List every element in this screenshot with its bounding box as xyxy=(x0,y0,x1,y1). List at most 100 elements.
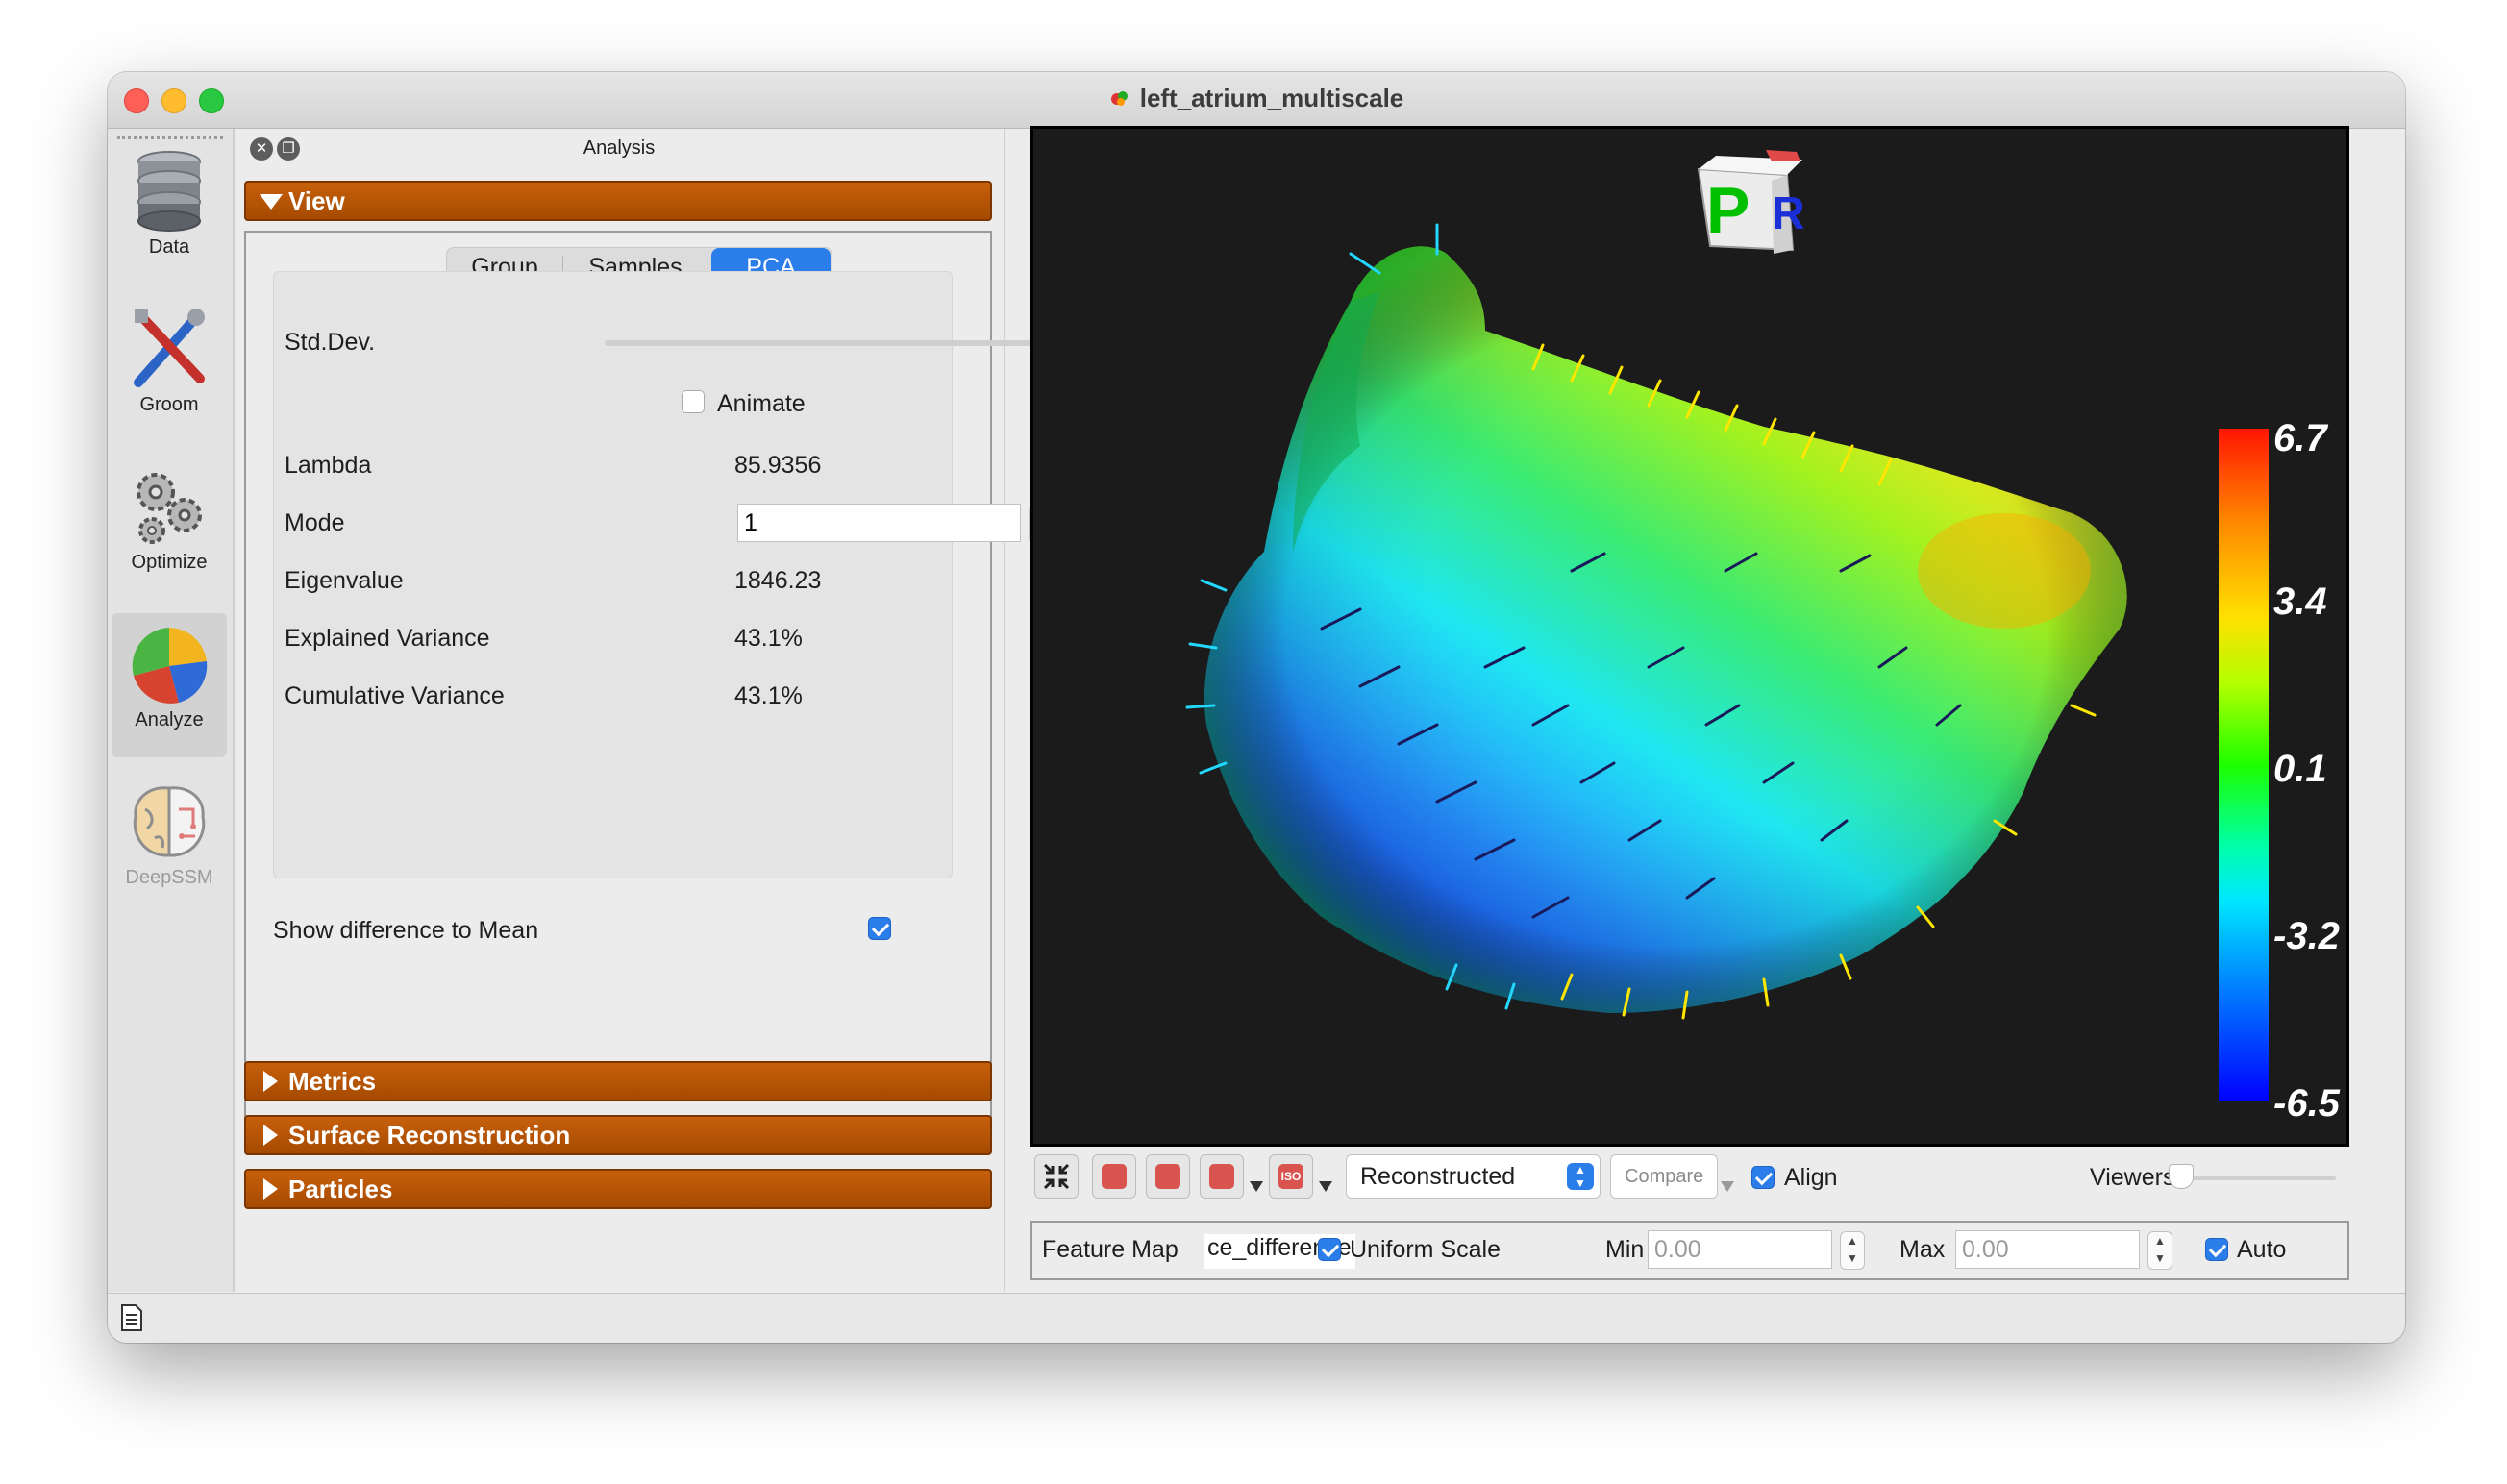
compare-dropdown-arrow[interactable] xyxy=(1721,1181,1734,1192)
feature-map-label: Feature Map xyxy=(1042,1236,1179,1263)
close-panel-icon[interactable]: ✕ xyxy=(250,137,273,161)
section-title: Metrics xyxy=(288,1067,377,1096)
left-atrium-mesh[interactable]: P R xyxy=(1033,129,2346,1144)
module-toolbar: Data Groom Optimize xyxy=(108,129,235,1292)
toolbar-item-label: Optimize xyxy=(131,552,208,573)
auto-checkbox[interactable] xyxy=(2205,1238,2228,1261)
scale-tick: 6.7 xyxy=(2273,417,2327,459)
window-title-wrap: left_atrium_multiscale xyxy=(108,84,2405,113)
close-window-button[interactable] xyxy=(124,88,149,113)
section-particles-header[interactable]: Particles xyxy=(244,1169,992,1209)
toolbar-item-analyze[interactable]: Analyze xyxy=(112,613,227,757)
display-mode-select[interactable]: Reconstructed ▲ ▼ xyxy=(1346,1154,1601,1199)
stddev-slider-track[interactable] xyxy=(605,340,1061,346)
gears-icon xyxy=(137,473,202,544)
lambda-label: Lambda xyxy=(285,452,372,479)
viewer-toolbar: ISO Reconstructed ▲ ▼ Compare Align Viewe… xyxy=(1030,1150,2349,1208)
expand-triangle-icon xyxy=(263,1071,278,1092)
orientation-cube[interactable]: P R xyxy=(1697,150,1805,254)
animate-checkbox[interactable] xyxy=(682,390,705,413)
auto-label: Auto xyxy=(2237,1236,2287,1263)
iso-surface-button[interactable]: ISO xyxy=(1269,1154,1313,1199)
toolbar-item-groom[interactable]: Groom xyxy=(112,298,227,442)
iso-dropdown-arrow[interactable] xyxy=(1319,1181,1332,1192)
align-label: Align xyxy=(1784,1164,1838,1191)
uniform-scale-checkbox[interactable] xyxy=(1318,1238,1341,1261)
select-arrows-icon: ▲ ▼ xyxy=(1567,1163,1594,1190)
mode-spinbox-input[interactable] xyxy=(737,504,1021,542)
min-stepper[interactable]: ▲ ▼ xyxy=(1840,1231,1865,1270)
section-surface-reconstruction-header[interactable]: Surface Reconstruction xyxy=(244,1115,992,1155)
section-title: Particles xyxy=(288,1175,393,1203)
show-difference-checkbox[interactable] xyxy=(868,917,891,940)
min-label: Min xyxy=(1605,1236,1645,1263)
animate-label: Animate xyxy=(717,390,806,417)
visibility-button[interactable] xyxy=(1200,1154,1244,1199)
scale-tick: -6.5 xyxy=(2273,1082,2340,1125)
max-stepper[interactable]: ▲ ▼ xyxy=(2147,1231,2172,1270)
app-icon xyxy=(1110,91,1128,106)
eye-icon xyxy=(1209,1164,1234,1189)
visibility-dropdown-arrow[interactable] xyxy=(1250,1181,1263,1192)
cube-side-letter: R xyxy=(1772,188,1805,239)
viewers-slider-handle[interactable] xyxy=(2169,1164,2194,1189)
max-label: Max xyxy=(1899,1236,1946,1263)
toolbar-item-data[interactable]: Data xyxy=(112,140,227,284)
toolbar-item-label: Data xyxy=(148,236,190,258)
scale-tick: 3.4 xyxy=(2273,581,2327,623)
database-icon xyxy=(137,151,201,232)
min-input[interactable] xyxy=(1648,1230,1832,1269)
stddev-label: Std.Dev. xyxy=(285,329,376,356)
title-bar: left_atrium_multiscale xyxy=(108,72,2405,129)
toolbar-grip[interactable] xyxy=(117,136,223,139)
toolbar-item-deepssm[interactable]: DeepSSM xyxy=(112,771,227,915)
log-document-icon[interactable] xyxy=(119,1303,144,1332)
explained-variance-value: 43.1% xyxy=(734,625,803,652)
viewers-slider-track[interactable] xyxy=(2174,1176,2336,1180)
toolbar-item-label: DeepSSM xyxy=(125,867,213,888)
uniform-scale-label: Uniform Scale xyxy=(1350,1236,1501,1263)
tools-icon xyxy=(134,309,205,387)
eigenvalue-label: Eigenvalue xyxy=(285,567,404,594)
cumulative-variance-value: 43.1% xyxy=(734,682,803,709)
align-checkbox[interactable] xyxy=(1751,1166,1775,1189)
app-window: left_atrium_multiscale Data xyxy=(108,72,2405,1343)
toolbar-item-optimize[interactable]: Optimize xyxy=(112,456,227,600)
flag-icon xyxy=(1155,1164,1180,1189)
color-scale-bar xyxy=(2219,429,2269,1101)
3d-viewer[interactable]: P R 6.7 3.4 0.1 -3.2 -6.5 xyxy=(1030,126,2349,1147)
reset-view-button[interactable] xyxy=(1034,1154,1079,1199)
float-panel-icon[interactable]: ❐ xyxy=(277,137,300,161)
status-bar xyxy=(108,1293,2405,1343)
tab-divider xyxy=(562,256,563,279)
cube-front-letter: P xyxy=(1706,174,1750,247)
display-mode-value: Reconstructed xyxy=(1360,1163,1516,1190)
pie-chart-icon xyxy=(132,628,208,704)
iso-icon: ISO xyxy=(1278,1164,1303,1189)
mode-label: Mode xyxy=(285,509,345,536)
scale-tick: 0.1 xyxy=(2273,748,2327,790)
compare-label: Compare xyxy=(1625,1166,1704,1187)
landmark-button[interactable] xyxy=(1146,1154,1190,1199)
compare-button[interactable]: Compare xyxy=(1610,1154,1718,1199)
window-title: left_atrium_multiscale xyxy=(1139,84,1404,112)
scale-tick: -3.2 xyxy=(2273,915,2340,957)
feature-map-bar: Feature Map ce_difference Uniform Scale … xyxy=(1030,1221,2349,1280)
expand-triangle-icon xyxy=(263,1178,278,1200)
panel-title: Analysis xyxy=(583,137,656,159)
plane-icon xyxy=(1102,1164,1127,1189)
expand-triangle-icon xyxy=(263,1125,278,1146)
explained-variance-label: Explained Variance xyxy=(285,625,490,652)
cutting-plane-button[interactable] xyxy=(1092,1154,1136,1199)
toolbar-item-label: Groom xyxy=(139,394,199,415)
zoom-window-button[interactable] xyxy=(199,88,224,113)
cumulative-variance-label: Cumulative Variance xyxy=(285,682,505,709)
section-view-header[interactable]: View xyxy=(244,181,992,221)
toolbar-item-label: Analyze xyxy=(135,709,204,730)
minimize-window-button[interactable] xyxy=(161,88,186,113)
collapse-triangle-icon xyxy=(260,194,283,210)
section-metrics-header[interactable]: Metrics xyxy=(244,1061,992,1101)
show-difference-label: Show difference to Mean xyxy=(273,917,539,944)
max-input[interactable] xyxy=(1955,1230,2140,1269)
lambda-value: 85.9356 xyxy=(734,452,822,479)
